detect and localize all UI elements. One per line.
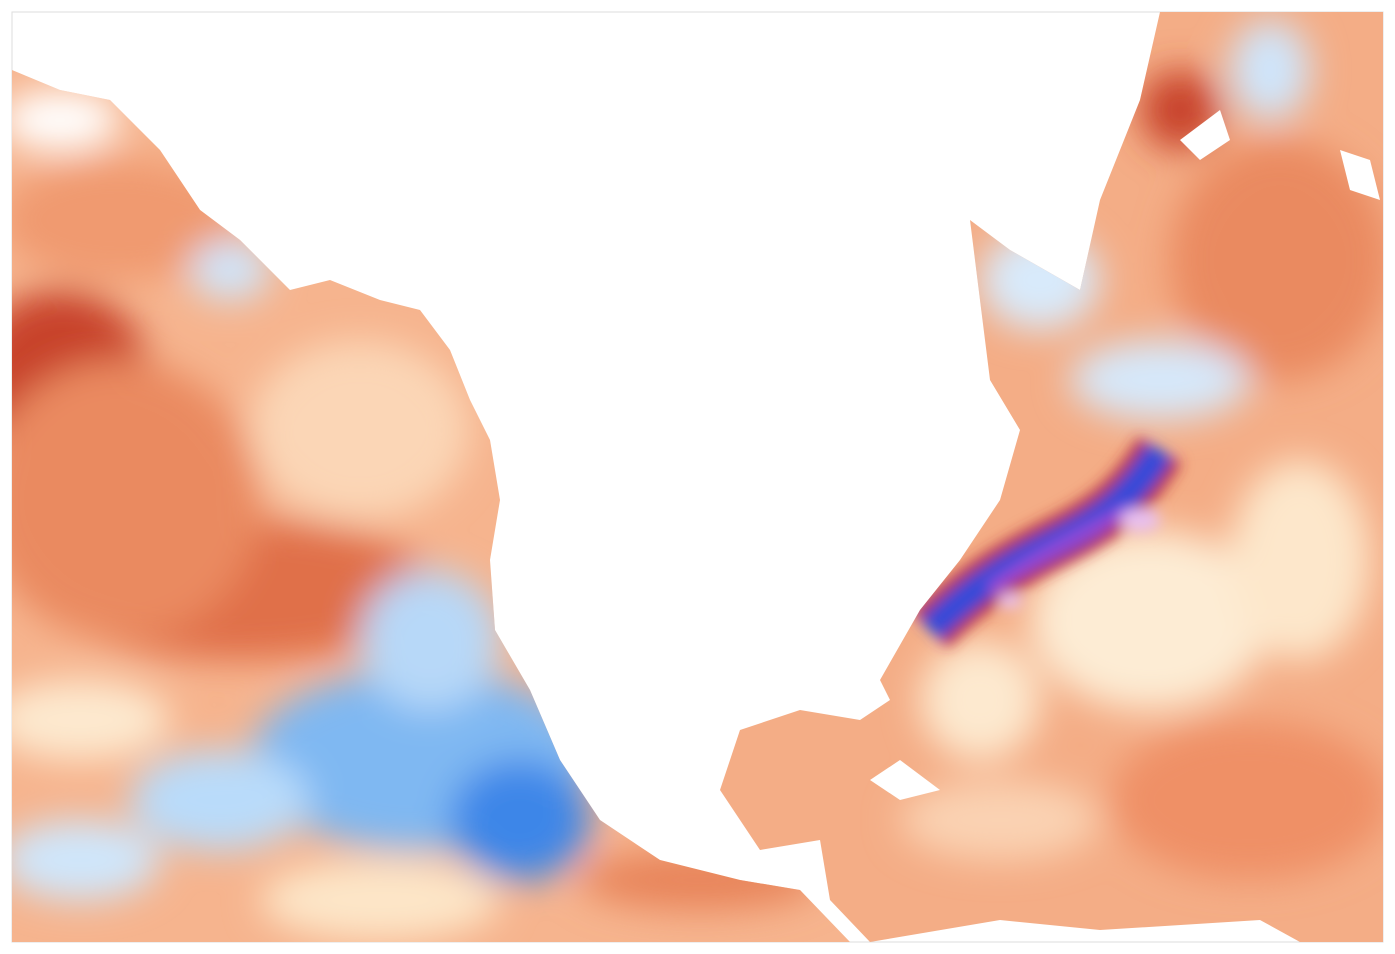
land-island xyxy=(1340,150,1380,200)
land-island xyxy=(870,760,940,800)
gulf-stream xyxy=(912,436,1182,648)
land-island xyxy=(1180,110,1230,160)
